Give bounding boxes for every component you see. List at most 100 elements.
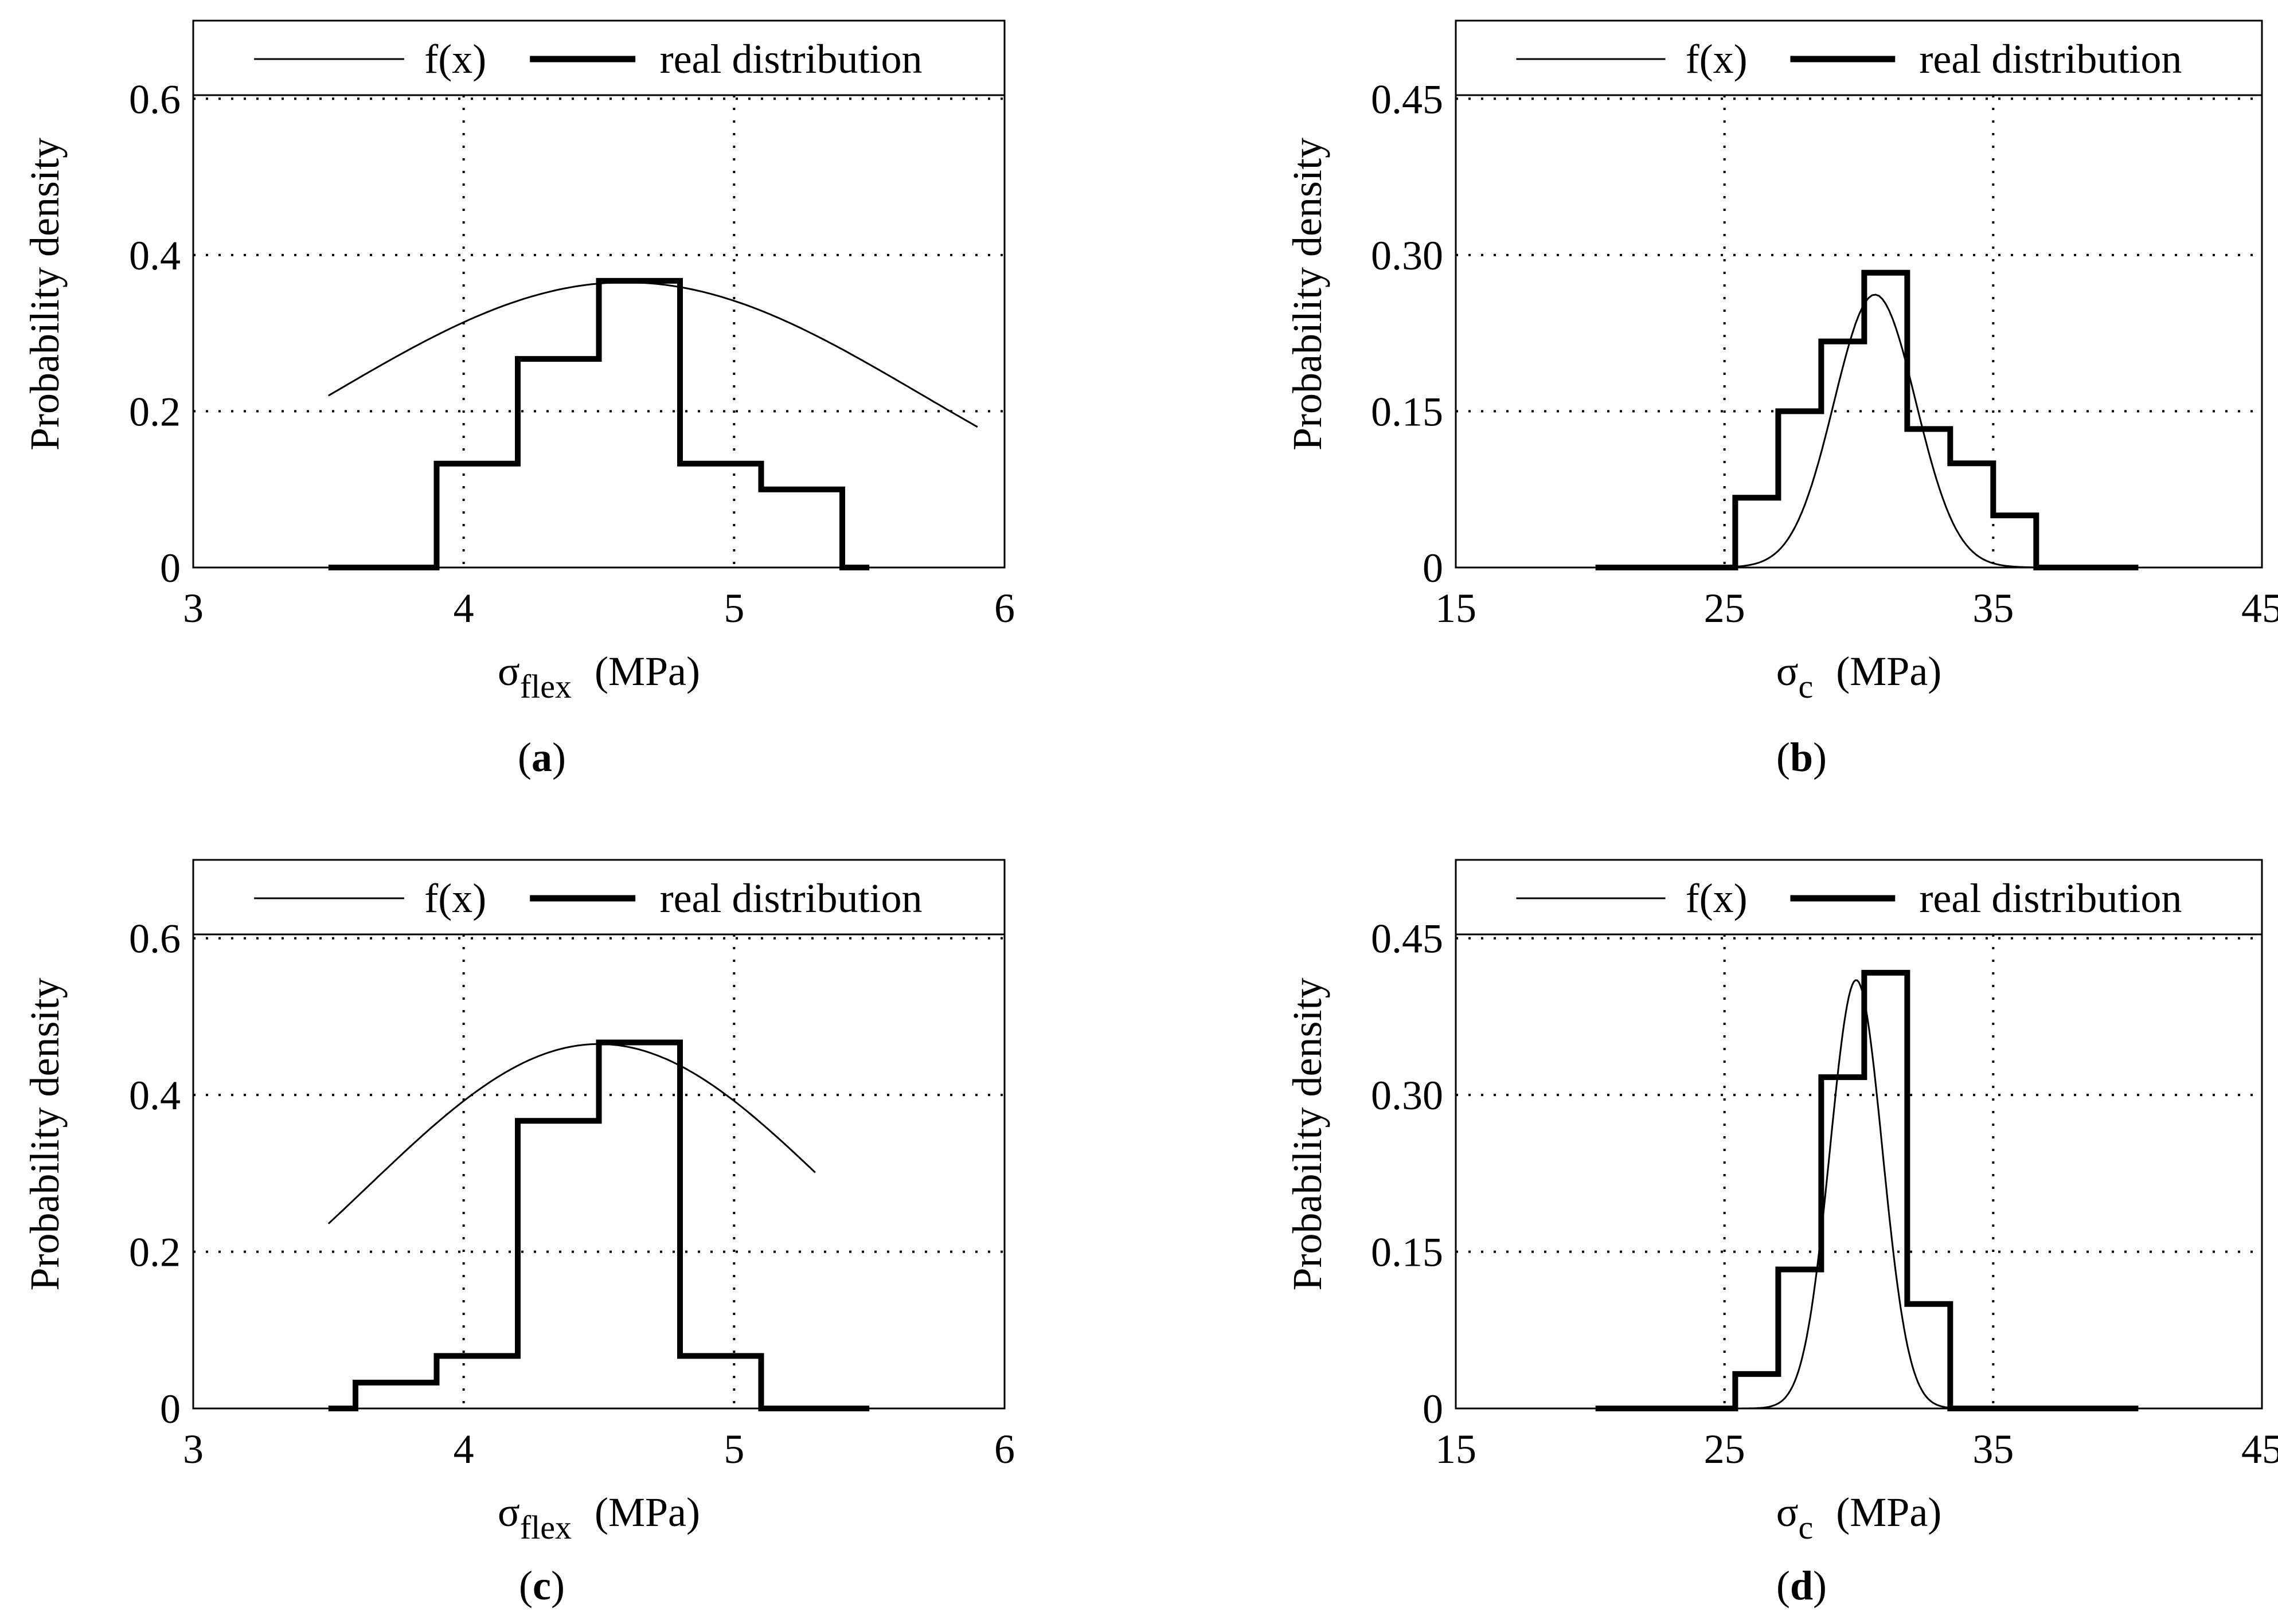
panel-caption: (a) [518, 734, 566, 780]
histogram-bar [680, 464, 761, 568]
x-axis-subscript: c [1799, 1509, 1814, 1546]
x-tick-label: 45 [2241, 585, 2278, 631]
caption-letter: b [1790, 734, 1813, 780]
y-tick-label: 0 [1423, 1386, 1443, 1432]
x-tick-label: 25 [1704, 585, 1745, 631]
y-tick-label: 0.6 [129, 76, 181, 122]
x-axis-title: σflex (MPa) [498, 648, 700, 705]
caption-letter: a [532, 734, 552, 780]
x-tick-label: 5 [724, 1426, 744, 1472]
y-tick-label: 0.15 [1371, 1230, 1443, 1275]
histogram-bar [1821, 342, 1864, 568]
panel-a: f(x) real distribution 3 4 5 6 0 0.2 0.4 0.6 Proba… [22, 19, 1015, 780]
x-tick-label: 45 [2241, 1426, 2278, 1472]
y-tick-label: 0.45 [1371, 916, 1443, 962]
histogram-bar [761, 490, 843, 568]
x-tick-label: 6 [994, 585, 1015, 631]
x-axis-subscript: flex [520, 668, 572, 705]
y-tick-label: 0.15 [1371, 389, 1443, 435]
y-axis-title: Probability density [1284, 978, 1330, 1291]
x-tick-label: 15 [1435, 585, 1476, 631]
caption-paren-open: ( [1776, 1563, 1790, 1609]
x-tick-label: 6 [994, 1426, 1015, 1472]
y-tick-label: 0.4 [129, 233, 181, 279]
plot-frame [1455, 859, 2263, 1410]
y-tick-label: 0.30 [1371, 233, 1443, 279]
y-axis-title: Probability density [22, 978, 68, 1291]
histogram-outline [1595, 969, 2139, 1411]
x-axis-subscript: c [1799, 668, 1814, 705]
pdf-curve [327, 1043, 816, 1224]
caption-paren-open: ( [1776, 734, 1790, 780]
histogram-bar [599, 281, 681, 568]
histogram-outline [1595, 269, 2139, 570]
histogram-bar [437, 464, 518, 568]
histogram-bar [1821, 1077, 1864, 1408]
legend-label-fx: f(x) [424, 36, 486, 82]
x-axis-subscript: flex [520, 1509, 572, 1546]
legend-label-real-distribution: real distribution [1919, 36, 2182, 82]
y-tick-label: 0.4 [129, 1073, 181, 1118]
pdf-curve [1590, 294, 2128, 569]
legend-label-real-distribution: real distribution [660, 875, 923, 921]
y-tick-label: 0 [1423, 545, 1443, 591]
legend-label-fx: f(x) [424, 875, 486, 921]
y-tick-label: 0 [160, 545, 181, 591]
x-axis-symbol: σ [1776, 648, 1799, 694]
x-axis-symbol: σ [498, 1489, 520, 1535]
y-tick-label: 0.45 [1371, 76, 1443, 122]
histogram-bar [680, 1356, 761, 1408]
histogram-bar [1907, 1304, 1950, 1408]
legend-label-fx: f(x) [1686, 875, 1748, 921]
histogram-outline [328, 1039, 870, 1411]
x-tick-label: 35 [1972, 1426, 2014, 1472]
plot-frame [1455, 19, 2263, 569]
plot-frame [192, 19, 1006, 569]
x-axis-symbol: σ [1776, 1489, 1799, 1535]
x-axis-unit: (MPa) [1836, 648, 1941, 694]
panel-caption: (c) [519, 1563, 565, 1609]
caption-paren-open: ( [519, 1563, 533, 1609]
caption-paren-close: ) [1813, 1563, 1827, 1609]
histogram-bar [599, 1043, 681, 1408]
histogram-bar [518, 359, 599, 568]
x-axis-title: σc (MPa) [1776, 648, 1942, 705]
panel-c: f(x) real distribution 3 4 5 6 0 0.2 0.4 0.6 Proba… [22, 859, 1015, 1609]
caption-paren-close: ) [1813, 734, 1827, 780]
y-axis-title: Probability density [1284, 138, 1330, 451]
caption-letter: d [1790, 1563, 1813, 1609]
histogram-bar [355, 1383, 437, 1408]
caption-paren-open: ( [518, 734, 532, 780]
x-axis-unit: (MPa) [595, 1489, 700, 1535]
panel-caption: (b) [1776, 734, 1827, 780]
histogram-bar [1864, 273, 1907, 568]
caption-paren-close: ) [552, 734, 566, 780]
x-axis-unit: (MPa) [1836, 1489, 1941, 1535]
y-tick-label: 0.2 [129, 1230, 181, 1275]
x-axis-title: σc (MPa) [1776, 1489, 1942, 1546]
legend-label-fx: f(x) [1686, 36, 1748, 82]
x-tick-label: 35 [1972, 585, 2014, 631]
y-tick-label: 0 [160, 1386, 181, 1432]
x-axis-symbol: σ [498, 648, 520, 694]
panel-d: f(x) real distribution 15 25 35 45 0 0.15 0.30 0.… [1284, 859, 2278, 1609]
legend-label-real-distribution: real distribution [1919, 875, 2182, 921]
x-axis-title: σflex (MPa) [498, 1489, 700, 1546]
histogram-bar [518, 1121, 599, 1408]
x-tick-label: 25 [1704, 1426, 1745, 1472]
y-axis-title: Probability density [22, 138, 68, 451]
caption-letter: c [533, 1563, 551, 1609]
histogram-bar [1993, 515, 2036, 568]
y-tick-label: 0.30 [1371, 1073, 1443, 1118]
x-tick-label: 3 [183, 585, 204, 631]
histogram-bar [1735, 1374, 1778, 1408]
y-tick-label: 0.2 [129, 389, 181, 435]
histogram-bar [437, 1356, 518, 1408]
caption-paren-close: ) [551, 1563, 565, 1609]
panel-caption: (d) [1776, 1563, 1827, 1609]
pdf-curve [328, 281, 978, 428]
panel-b: f(x) real distribution 15 25 35 45 0 0.15 0.30 0.… [1284, 19, 2278, 780]
x-tick-label: 4 [454, 585, 474, 631]
histogram-outline [328, 277, 870, 570]
legend-label-real-distribution: real distribution [660, 36, 923, 82]
